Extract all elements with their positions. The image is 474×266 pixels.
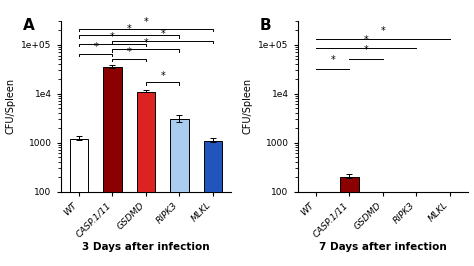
Text: *: * — [160, 29, 165, 39]
Bar — [170, 119, 189, 266]
Text: *: * — [381, 26, 385, 36]
Text: *: * — [330, 55, 335, 65]
Text: *: * — [110, 32, 115, 42]
Y-axis label: CFU/Spleen: CFU/Spleen — [243, 78, 253, 134]
X-axis label: 7 Days after infection: 7 Days after infection — [319, 242, 447, 252]
Text: *: * — [127, 24, 132, 34]
X-axis label: 3 Days after infection: 3 Days after infection — [82, 242, 210, 252]
Text: *: * — [364, 35, 369, 45]
Text: *: * — [93, 42, 98, 52]
Bar — [204, 140, 222, 266]
Bar — [340, 177, 359, 266]
Y-axis label: CFU/Spleen: CFU/Spleen — [6, 78, 16, 134]
Text: *: * — [127, 47, 132, 57]
Text: *: * — [364, 45, 369, 55]
Text: A: A — [23, 18, 35, 33]
Text: *: * — [144, 17, 148, 27]
Text: *: * — [144, 38, 148, 48]
Bar — [137, 92, 155, 266]
Bar — [70, 139, 88, 266]
Text: *: * — [160, 71, 165, 81]
Bar — [103, 67, 122, 266]
Text: B: B — [260, 18, 272, 33]
